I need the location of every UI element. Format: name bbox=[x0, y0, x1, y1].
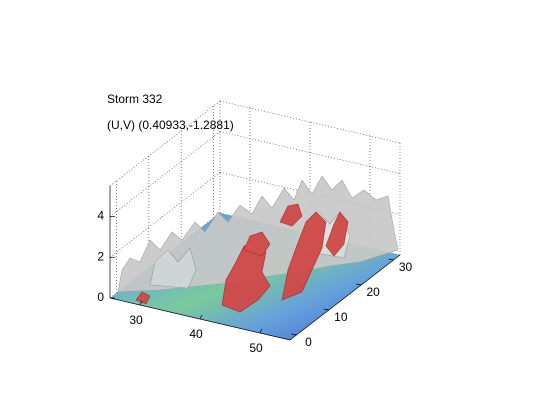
y-axis bbox=[289, 254, 401, 341]
tick-mark bbox=[323, 308, 329, 311]
x-tick-label: 50 bbox=[249, 341, 263, 355]
grid-line bbox=[219, 171, 401, 215]
axes: 0 2 4 30 40 50 0 10 20 30 bbox=[97, 186, 413, 355]
z-tick-label: 2 bbox=[97, 249, 104, 263]
chart-subtitle: (U,V) (0.40933,-1.2881) bbox=[107, 118, 234, 132]
tick-mark bbox=[356, 283, 362, 286]
grid-line bbox=[109, 131, 221, 217]
y-tick-label: 10 bbox=[334, 310, 348, 324]
tick-mark bbox=[388, 258, 394, 261]
y-tick-label: 20 bbox=[366, 285, 380, 299]
x-tick-label: 40 bbox=[189, 327, 203, 341]
isosurface-red bbox=[135, 203, 349, 313]
box-edge bbox=[109, 100, 221, 187]
tick-mark bbox=[139, 300, 143, 306]
x-tick-label: 30 bbox=[129, 313, 143, 327]
tick-mark bbox=[291, 333, 297, 336]
chart-title: Storm 332 bbox=[107, 92, 163, 106]
y-tick-label: 0 bbox=[305, 335, 312, 349]
tick-mark bbox=[199, 314, 203, 320]
x-axis bbox=[109, 297, 291, 341]
y-tick-label: 30 bbox=[399, 260, 413, 274]
grid-line bbox=[109, 171, 221, 258]
z-tick-label: 4 bbox=[97, 209, 104, 223]
z-tick-label: 0 bbox=[97, 290, 104, 304]
tick-mark bbox=[259, 328, 263, 334]
